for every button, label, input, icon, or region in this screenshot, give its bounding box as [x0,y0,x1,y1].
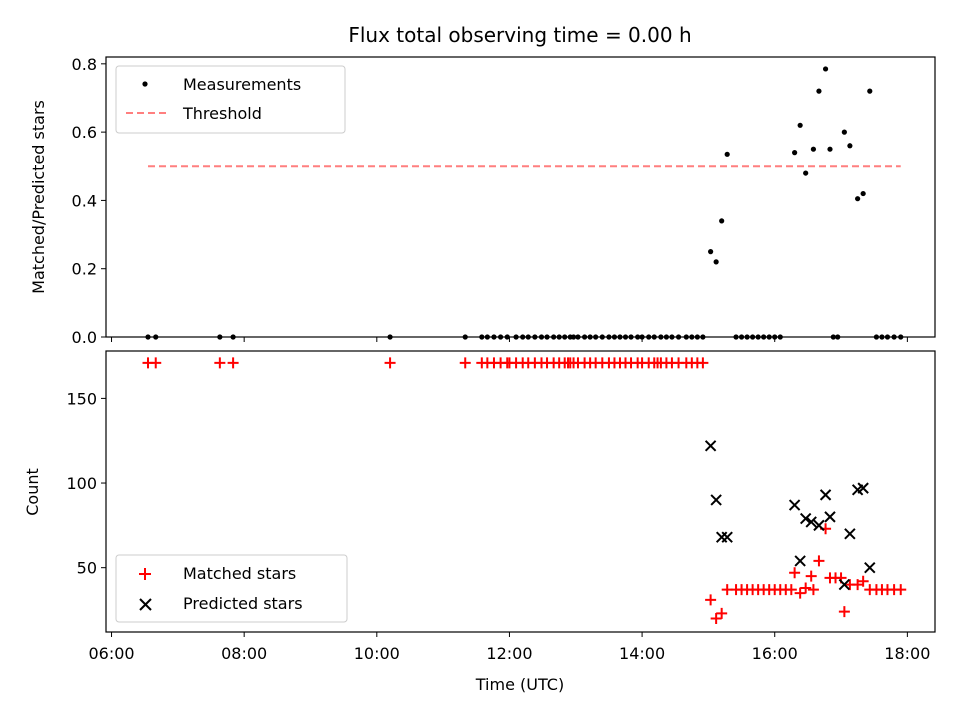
predicted-star-point [864,561,876,574]
count-legend: Matched stars Predicted stars [115,554,348,623]
measurement-point [810,146,817,152]
ratio-plot-marks [145,66,904,340]
measurement-point [860,190,866,197]
predicted-star-point [721,531,733,543]
predicted-star-point [824,511,836,523]
measurement-point [708,249,714,255]
predicted-star-point [788,499,801,511]
matched-star-point [710,612,722,624]
matched-star-point [857,575,869,587]
ratio-y-tick-label: 0.0 [72,328,97,347]
matched-star-point [705,594,717,606]
x-axis-label: Time (UTC) [475,675,564,694]
count-axes-frame [105,350,936,633]
predicted-star-point [805,516,817,528]
chart-title: Flux total observing time = 0.00 h [348,23,691,47]
count-legend-box [115,554,348,623]
predicted-star-point [799,512,812,525]
legend-predicted-marker [139,598,152,611]
count-y-tick-label: 100 [66,474,97,493]
predicted-star-point [844,528,856,540]
measurement-point [847,143,853,149]
measurement-point [855,196,861,202]
ratio-y-tick-label: 0.4 [72,191,97,210]
matched-star-point [227,357,239,369]
measurement-point [713,259,719,265]
matched-star-point [150,357,162,369]
count-y-ticks: 50 100 150 [66,389,106,578]
matched-star-point [807,584,819,596]
legend-measurements-marker [142,81,148,87]
ratio-legend-box [115,65,346,134]
ratio-y-ticks: 0.0 0.2 0.4 0.6 0.8 [72,55,106,347]
measurement-point [816,88,822,94]
ratio-y-axis-label: Matched/Predicted stars [29,100,48,294]
predicted-star-point [710,494,722,506]
matched-star-point [813,555,825,567]
x-tick-label: 12:00 [486,644,532,663]
predicted-star-point [819,489,832,501]
matched-star-point [789,567,801,579]
ratio-y-tick-label: 0.2 [72,260,97,279]
x-tick-label: 10:00 [354,644,400,663]
matched-star-point [805,570,817,582]
predicted-star-point [857,482,869,494]
ratio-y-tick-label: 0.6 [72,123,97,142]
predicted-star-point [838,578,851,591]
x-tick-label: 14:00 [619,644,665,663]
measurement-point [827,146,833,152]
matched-star-point [794,587,806,599]
predicted-star-point [704,440,717,452]
matched-star-point [716,607,728,619]
ratio-axes-frame [105,56,936,338]
x-tick-label: 08:00 [221,644,267,663]
measurement-point [719,218,725,224]
predicted-star-point [813,519,825,532]
matched-star-point [785,584,797,596]
measurement-point [724,151,730,157]
x-tick-label: 16:00 [752,644,798,663]
matched-star-point [852,579,864,591]
matched-star-point [214,357,226,369]
legend-predicted-label: Predicted stars [183,594,303,613]
measurement-point [803,170,809,176]
matched-star-point [838,606,850,618]
count-plot-marks [142,357,907,624]
matched-star-point [895,584,907,596]
predicted-star-point [715,531,728,543]
ratio-legend: Measurements Threshold [115,65,346,134]
x-tick-label: 18:00 [884,644,930,663]
legend-matched-label: Matched stars [183,564,296,583]
legend-measurements-label: Measurements [183,75,301,94]
count-y-tick-label: 150 [66,389,97,408]
legend-threshold-label: Threshold [182,104,262,123]
measurement-point [797,122,803,128]
matched-star-point [697,357,709,369]
count-axes: 50 100 150 06:00 08:00 10:00 12:00 14:00 16:00 1… [23,350,936,694]
legend-matched-marker [139,568,151,580]
matched-star-point [800,582,812,594]
measurement-point [822,66,829,72]
ratio-x-ticks [111,337,908,342]
matched-star-point [459,357,471,369]
count-x-ticks: 06:00 08:00 10:00 12:00 14:00 16:00 18:00 [88,632,930,663]
x-tick-label: 06:00 [88,644,134,663]
ratio-axes: 0.00.20.40.60.8 Matched/Predicted stars … [29,55,936,347]
measurement-point [792,150,798,156]
count-y-axis-label: Count [23,468,42,516]
measurement-point [867,88,873,94]
ratio-y-tick-label: 0.8 [72,55,97,74]
count-y-tick-label: 50 [77,559,97,578]
predicted-star-point [794,555,806,567]
matched-star-point [384,357,396,369]
measurement-point [841,129,847,135]
